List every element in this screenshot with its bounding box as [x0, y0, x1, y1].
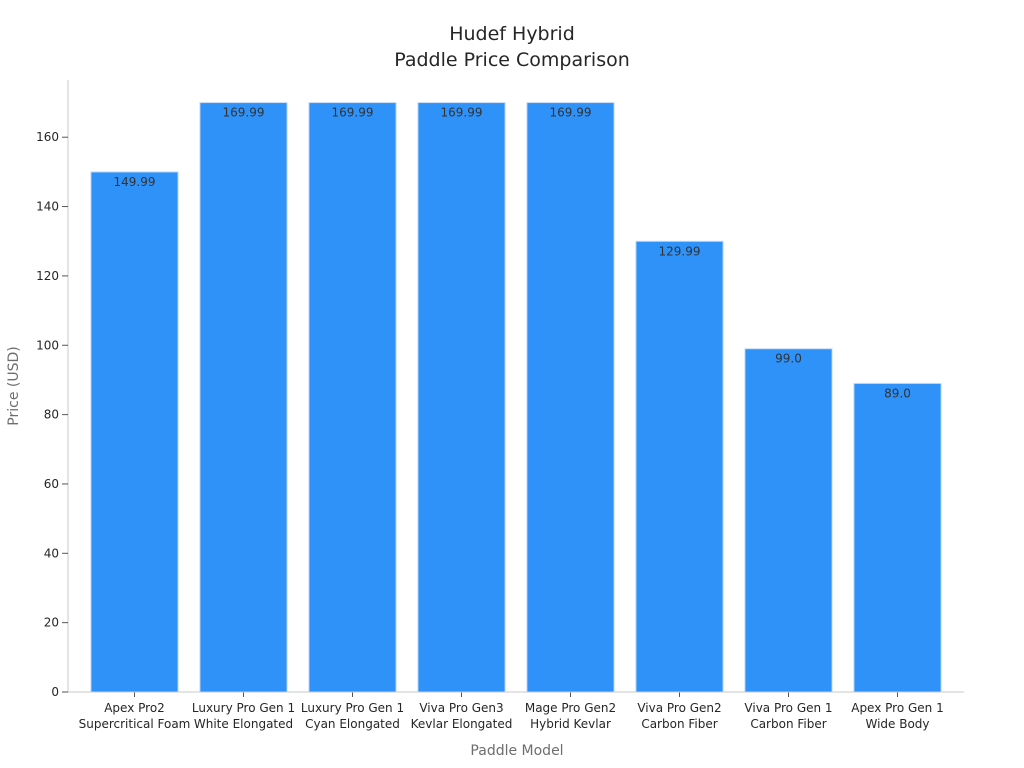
y-tick-label-7: 140: [36, 200, 59, 214]
x-tick-label-1-line-1: White Elongated: [194, 717, 293, 731]
y-tick-label-0: 0: [51, 685, 59, 699]
x-tick-label-5-line-0: Viva Pro Gen2: [637, 701, 721, 715]
chart-title-line-2: Paddle Price Comparison: [394, 49, 630, 71]
x-tick-label-7-line-0: Apex Pro Gen 1: [851, 701, 944, 715]
bar-2: [308, 102, 397, 693]
bar-value-label-2: 169.99: [332, 106, 374, 120]
x-tick-label-7-line-1: Wide Body: [865, 717, 929, 731]
x-tick-label-1-line-0: Luxury Pro Gen 1: [192, 701, 295, 715]
y-tick-label-3: 60: [44, 477, 59, 491]
x-tick-label-0-line-0: Apex Pro2: [104, 701, 165, 715]
x-tick-label-3-line-1: Kevlar Elongated: [411, 717, 513, 731]
bar-4: [526, 102, 615, 693]
bar-value-label-1: 169.99: [223, 106, 265, 120]
bar-value-label-0: 149.99: [114, 175, 156, 189]
bar-value-labels: 149.99 169.99 169.99 169.99 169.99 129.99 99.0…: [114, 106, 911, 401]
bar-value-label-3: 169.99: [441, 106, 483, 120]
y-tick-label-8: 160: [36, 130, 59, 144]
chart-title: Hudef Hybrid Paddle Price Comparison: [394, 23, 630, 71]
bars: [90, 102, 942, 693]
y-tick-label-2: 40: [44, 546, 59, 560]
bar-value-label-7: 89.0: [884, 386, 911, 400]
x-tick-label-3-line-0: Viva Pro Gen3: [419, 701, 503, 715]
y-tick-label-5: 100: [36, 338, 59, 352]
bar-1: [199, 102, 288, 693]
bar-value-label-4: 169.99: [550, 106, 592, 120]
x-axis-label: Paddle Model: [470, 743, 563, 759]
x-tick-label-6-line-0: Viva Pro Gen 1: [744, 701, 832, 715]
y-tick-label-4: 80: [44, 408, 59, 422]
bar-3: [417, 102, 506, 693]
chart-title-line-1: Hudef Hybrid: [449, 23, 575, 45]
x-tick-label-0-line-1: Supercritical Foam: [79, 717, 191, 731]
bar-6: [744, 348, 833, 693]
bar-value-label-6: 99.0: [775, 352, 802, 366]
bar-0: [90, 171, 179, 693]
bar-value-label-5: 129.99: [659, 244, 701, 258]
y-axis-label: Price (USD): [6, 346, 22, 425]
x-tick-label-6-line-1: Carbon Fiber: [750, 717, 826, 731]
x-tick-label-2-line-1: Cyan Elongated: [305, 717, 400, 731]
x-tick-label-4-line-1: Hybrid Kevlar: [530, 717, 611, 731]
bar-7: [853, 382, 942, 693]
y-axis: 0 20 40 60 80 100 120 140 160: [36, 80, 69, 699]
x-tick-label-5-line-1: Carbon Fiber: [641, 717, 717, 731]
y-tick-label-1: 20: [44, 616, 59, 630]
bar-5: [635, 240, 724, 693]
y-tick-label-6: 120: [36, 269, 59, 283]
x-tick-label-4-line-0: Mage Pro Gen2: [525, 701, 616, 715]
x-tick-label-2-line-0: Luxury Pro Gen 1: [301, 701, 404, 715]
